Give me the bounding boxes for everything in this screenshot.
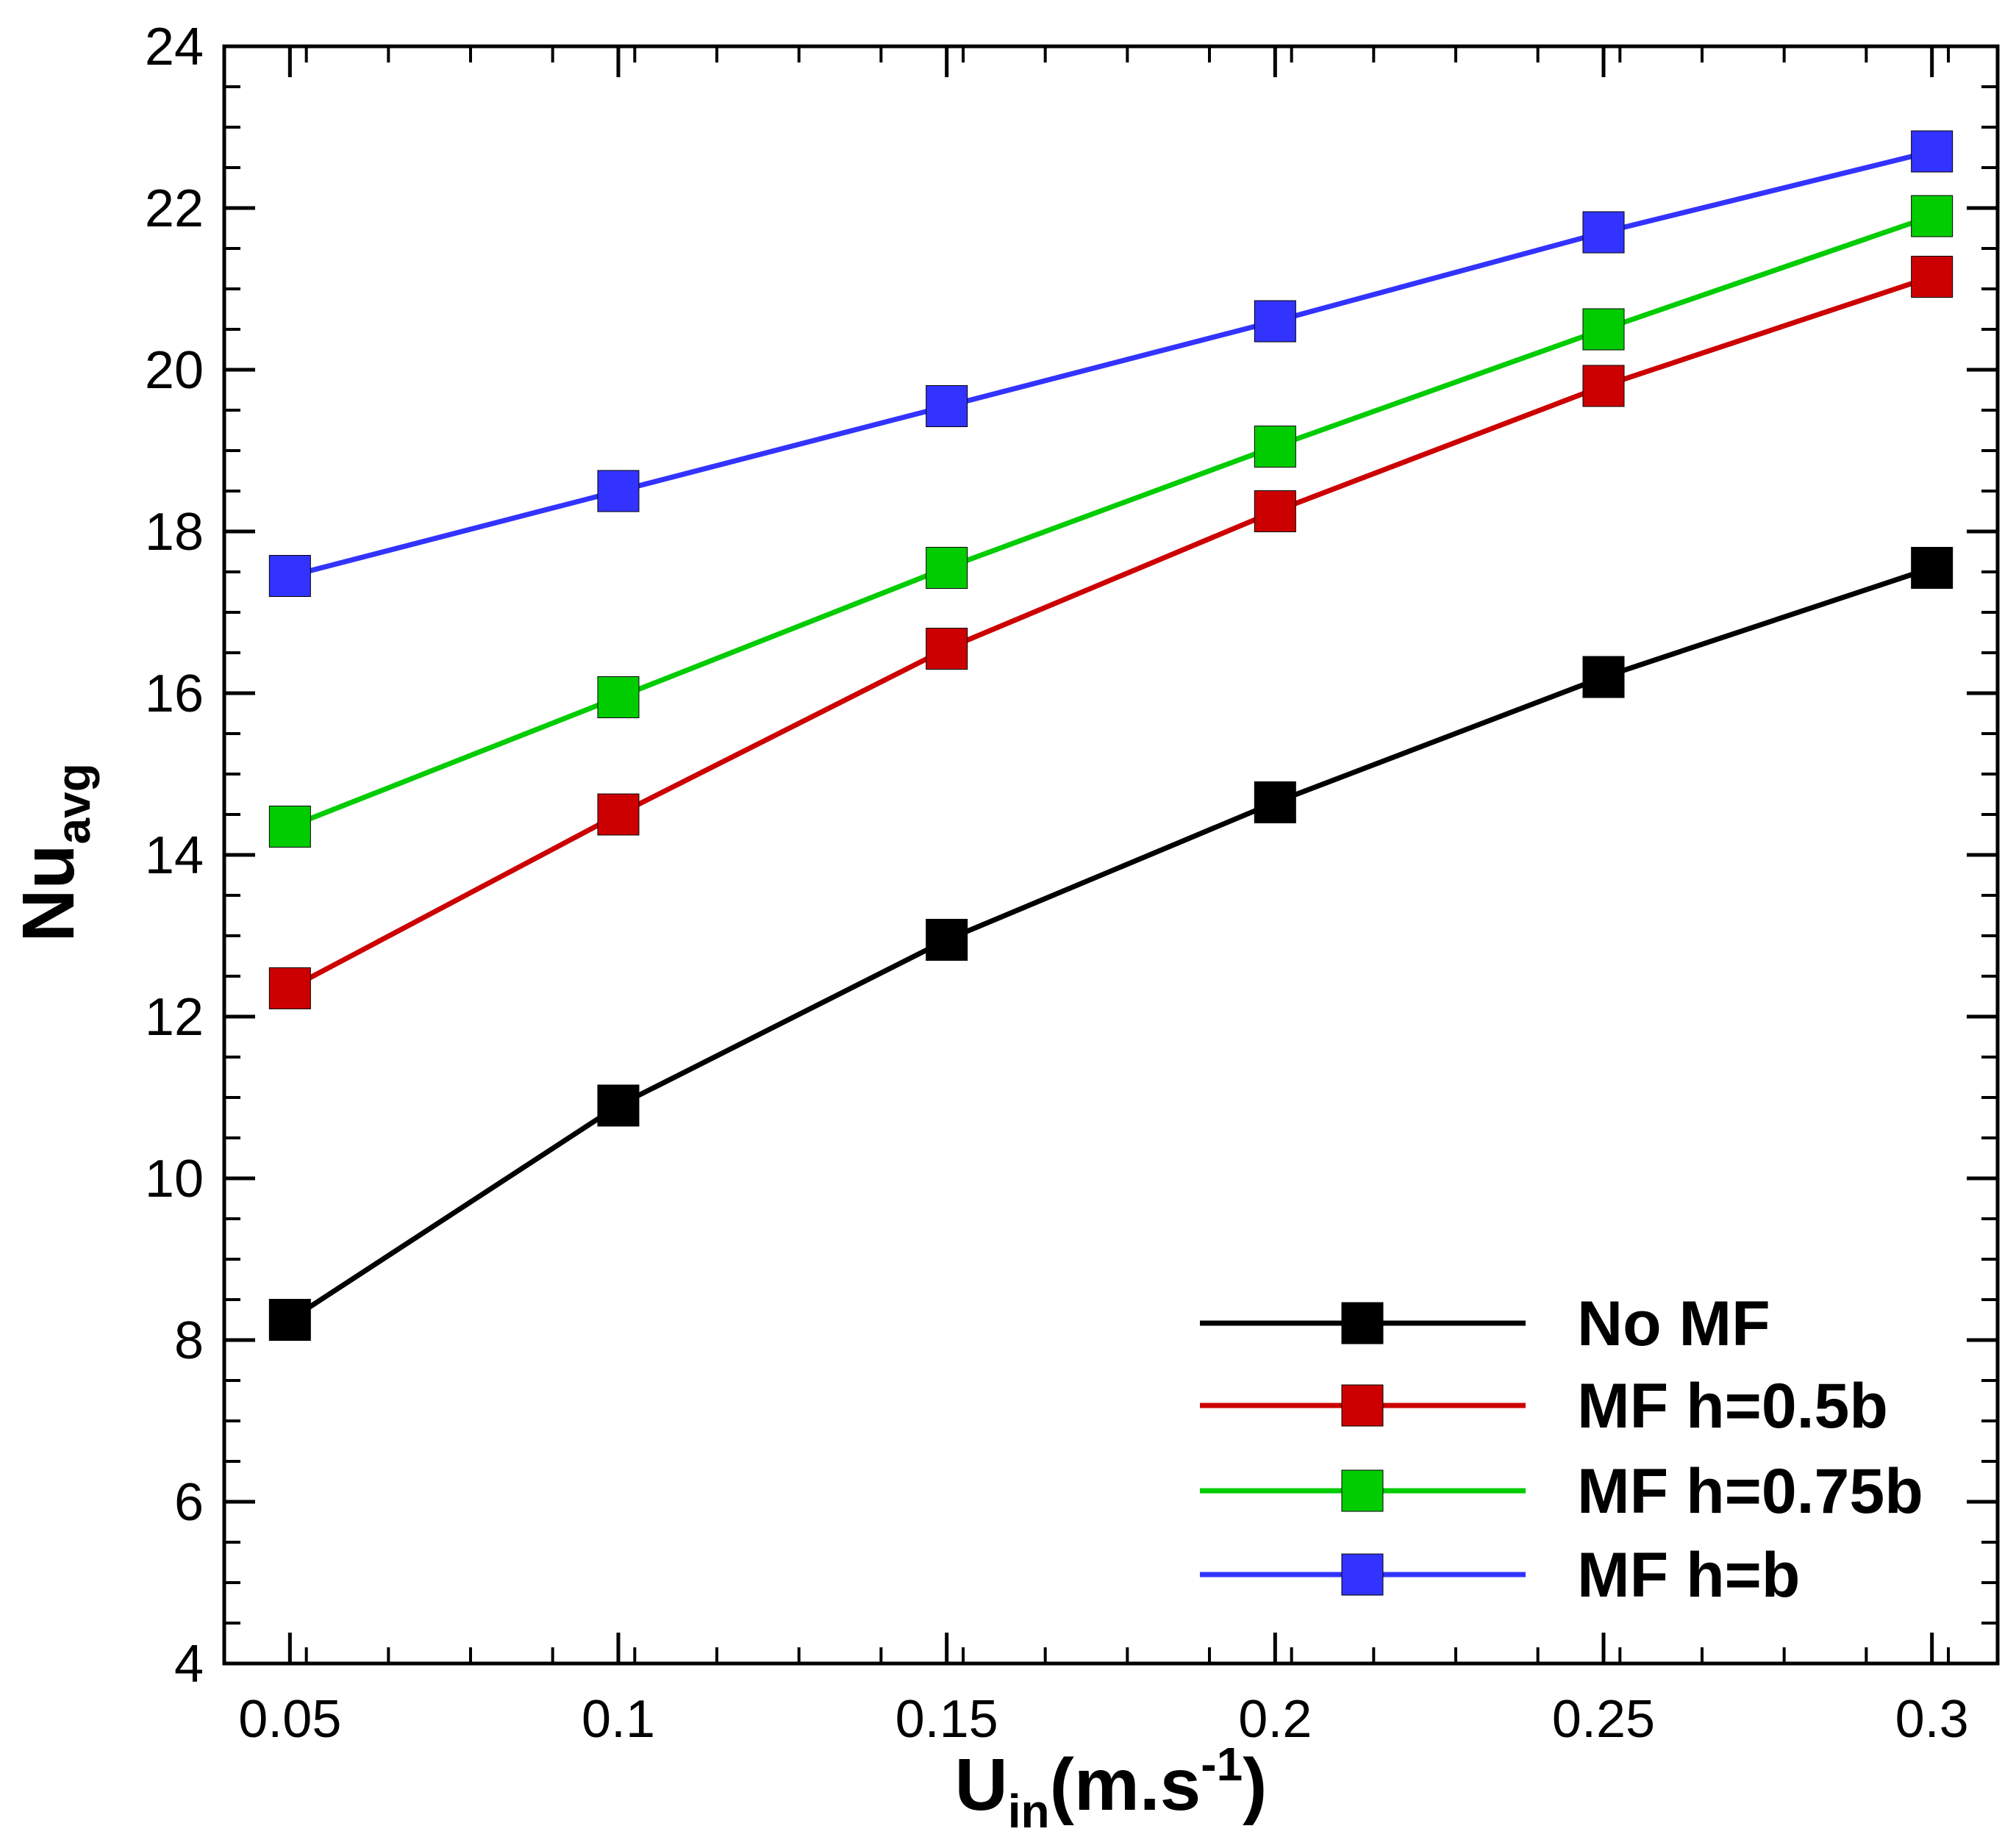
data-point xyxy=(597,676,640,718)
legend-item: MF h=b xyxy=(1200,1540,1800,1611)
series-mf-h-0-5b xyxy=(268,256,1954,1009)
series-line xyxy=(289,148,1933,579)
series-line xyxy=(288,565,1933,1322)
legend-item: No MF xyxy=(1200,1289,1770,1359)
legend-item: MF h=0.75b xyxy=(1200,1456,1923,1527)
legend-label: MF h=b xyxy=(1577,1540,1800,1611)
x-axis-title-sup: -1 xyxy=(1201,1738,1243,1791)
data-point xyxy=(268,967,311,1009)
series-mf-h-0-75b xyxy=(268,195,1954,848)
legend-label: No MF xyxy=(1577,1289,1770,1359)
y-tick-label: 24 xyxy=(145,18,204,76)
data-point xyxy=(1582,308,1625,351)
y-tick-label: 4 xyxy=(174,1635,204,1694)
data-point xyxy=(1254,300,1296,343)
data-point xyxy=(926,385,968,427)
data-point xyxy=(1582,365,1625,407)
x-axis-title-main: U xyxy=(955,1744,1008,1826)
x-axis-title-sub: in xyxy=(1008,1785,1050,1838)
x-tick-label: 0.1 xyxy=(582,1690,655,1749)
y-tick-label: 20 xyxy=(145,341,204,400)
x-tick-label: 0.3 xyxy=(1895,1690,1969,1749)
data-point xyxy=(1911,130,1954,173)
data-point xyxy=(597,793,640,836)
data-point xyxy=(926,547,968,589)
series-mf-h-b xyxy=(268,130,1954,597)
series-line xyxy=(288,274,1933,991)
y-axis-title-sub: avg xyxy=(47,763,100,844)
y-tick-label: 16 xyxy=(145,665,204,723)
x-tick-label: 0.25 xyxy=(1552,1690,1655,1749)
data-point xyxy=(268,806,311,848)
y-tick-label: 12 xyxy=(145,988,204,1047)
legend-item: MF h=0.5b xyxy=(1200,1371,1888,1441)
series-no-mf xyxy=(268,547,1954,1341)
y-tick-label: 6 xyxy=(174,1473,204,1532)
legend-label: MF h=0.75b xyxy=(1577,1456,1923,1527)
data-point xyxy=(1254,781,1296,823)
data-point xyxy=(926,628,968,670)
y-tick-label: 18 xyxy=(145,503,204,562)
series-line xyxy=(289,213,1933,829)
data-point xyxy=(1582,211,1625,254)
y-tick-label: 22 xyxy=(145,179,204,238)
data-point xyxy=(1254,426,1296,468)
legend-label: MF h=0.5b xyxy=(1577,1371,1888,1441)
series-layer xyxy=(268,130,1954,1341)
x-axis-title: Uin(m.s-1) xyxy=(955,1738,1268,1838)
data-point xyxy=(1254,490,1296,532)
data-point xyxy=(268,1299,311,1341)
y-axis-title-main: Nu xyxy=(7,844,90,942)
legend-swatch-marker xyxy=(1341,1302,1384,1344)
data-point xyxy=(1911,256,1954,298)
y-axis-ticks: 4 6 8 10 12 14 16 18 20 22 24 xyxy=(145,18,1998,1694)
data-point xyxy=(1911,547,1954,589)
x-tick-label: 0.05 xyxy=(238,1690,341,1749)
data-point xyxy=(597,470,640,512)
x-tick-label: 0.2 xyxy=(1238,1690,1312,1749)
x-axis-title-unit: (m.s xyxy=(1050,1744,1201,1826)
legend-swatch-marker xyxy=(1341,1469,1384,1512)
legend-swatch-marker xyxy=(1341,1553,1384,1596)
data-point xyxy=(926,919,968,961)
legend: No MF MF h=0.5b MF h=0.75b MF h=b xyxy=(1200,1289,1923,1611)
x-tick-label: 0.15 xyxy=(896,1690,998,1749)
x-axis-ticks: 0.05 0.1 0.15 0.2 0.25 0.3 xyxy=(223,46,1969,1749)
y-tick-label: 10 xyxy=(145,1150,204,1208)
y-tick-label: 8 xyxy=(174,1311,204,1370)
y-axis-title: Nuavg xyxy=(7,763,100,942)
data-point xyxy=(1911,195,1954,237)
y-tick-label: 14 xyxy=(145,826,204,885)
legend-swatch-marker xyxy=(1341,1384,1384,1427)
data-point xyxy=(597,1084,640,1127)
x-axis-title-close: ) xyxy=(1243,1744,1267,1826)
data-point xyxy=(268,555,311,597)
data-point xyxy=(1582,656,1625,698)
